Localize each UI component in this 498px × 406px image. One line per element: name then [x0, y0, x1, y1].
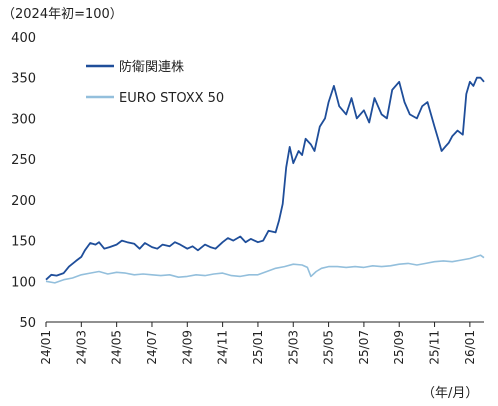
y-tick-label: 200 [11, 194, 36, 209]
y-tick-label: 350 [11, 72, 36, 87]
series-line-defense [45, 76, 485, 281]
x-tick-label: 25/05 [322, 330, 336, 365]
x-tick-label: 24/05 [110, 330, 124, 365]
x-tick-label: 24/01 [39, 330, 53, 365]
legend-label-defense: 防衛関連株 [119, 59, 184, 75]
y-tick-label: 50 [19, 316, 36, 331]
x-tick-label: 25/09 [392, 330, 406, 365]
x-tick-label: 24/07 [145, 330, 159, 365]
y-tick-label: 100 [11, 275, 36, 290]
y-axis-ticks: 400 350 300 250 200 150 100 50 [11, 31, 36, 331]
y-tick-label: 150 [11, 235, 36, 250]
x-tick-label: 25/01 [251, 330, 265, 365]
x-tick-label: 24/11 [216, 330, 230, 365]
x-axis-ticks: 24/01 24/03 24/05 24/07 24/09 24/11 25/01 25/03… [39, 322, 477, 365]
series-lines [45, 76, 485, 284]
y-tick-label: 250 [11, 153, 36, 168]
x-tick-label: 26/01 [463, 330, 477, 365]
y-unit-label: （2024年初=100） [2, 7, 123, 22]
x-tick-label: 24/03 [74, 330, 88, 365]
x-tick-label: 25/07 [357, 330, 371, 365]
legend-label-eurostoxx: EURO STOXX 50 [119, 91, 224, 106]
x-tick-label: 25/11 [428, 330, 442, 365]
series-line-eurostoxx [45, 254, 485, 284]
x-tick-label: 25/03 [286, 330, 300, 365]
y-tick-label: 300 [11, 112, 36, 127]
x-unit-label: （年/月） [422, 386, 478, 401]
x-tick-label: 24/09 [180, 330, 194, 365]
y-tick-label: 400 [11, 31, 36, 46]
legend: 防衛関連株 EURO STOXX 50 [86, 59, 224, 106]
